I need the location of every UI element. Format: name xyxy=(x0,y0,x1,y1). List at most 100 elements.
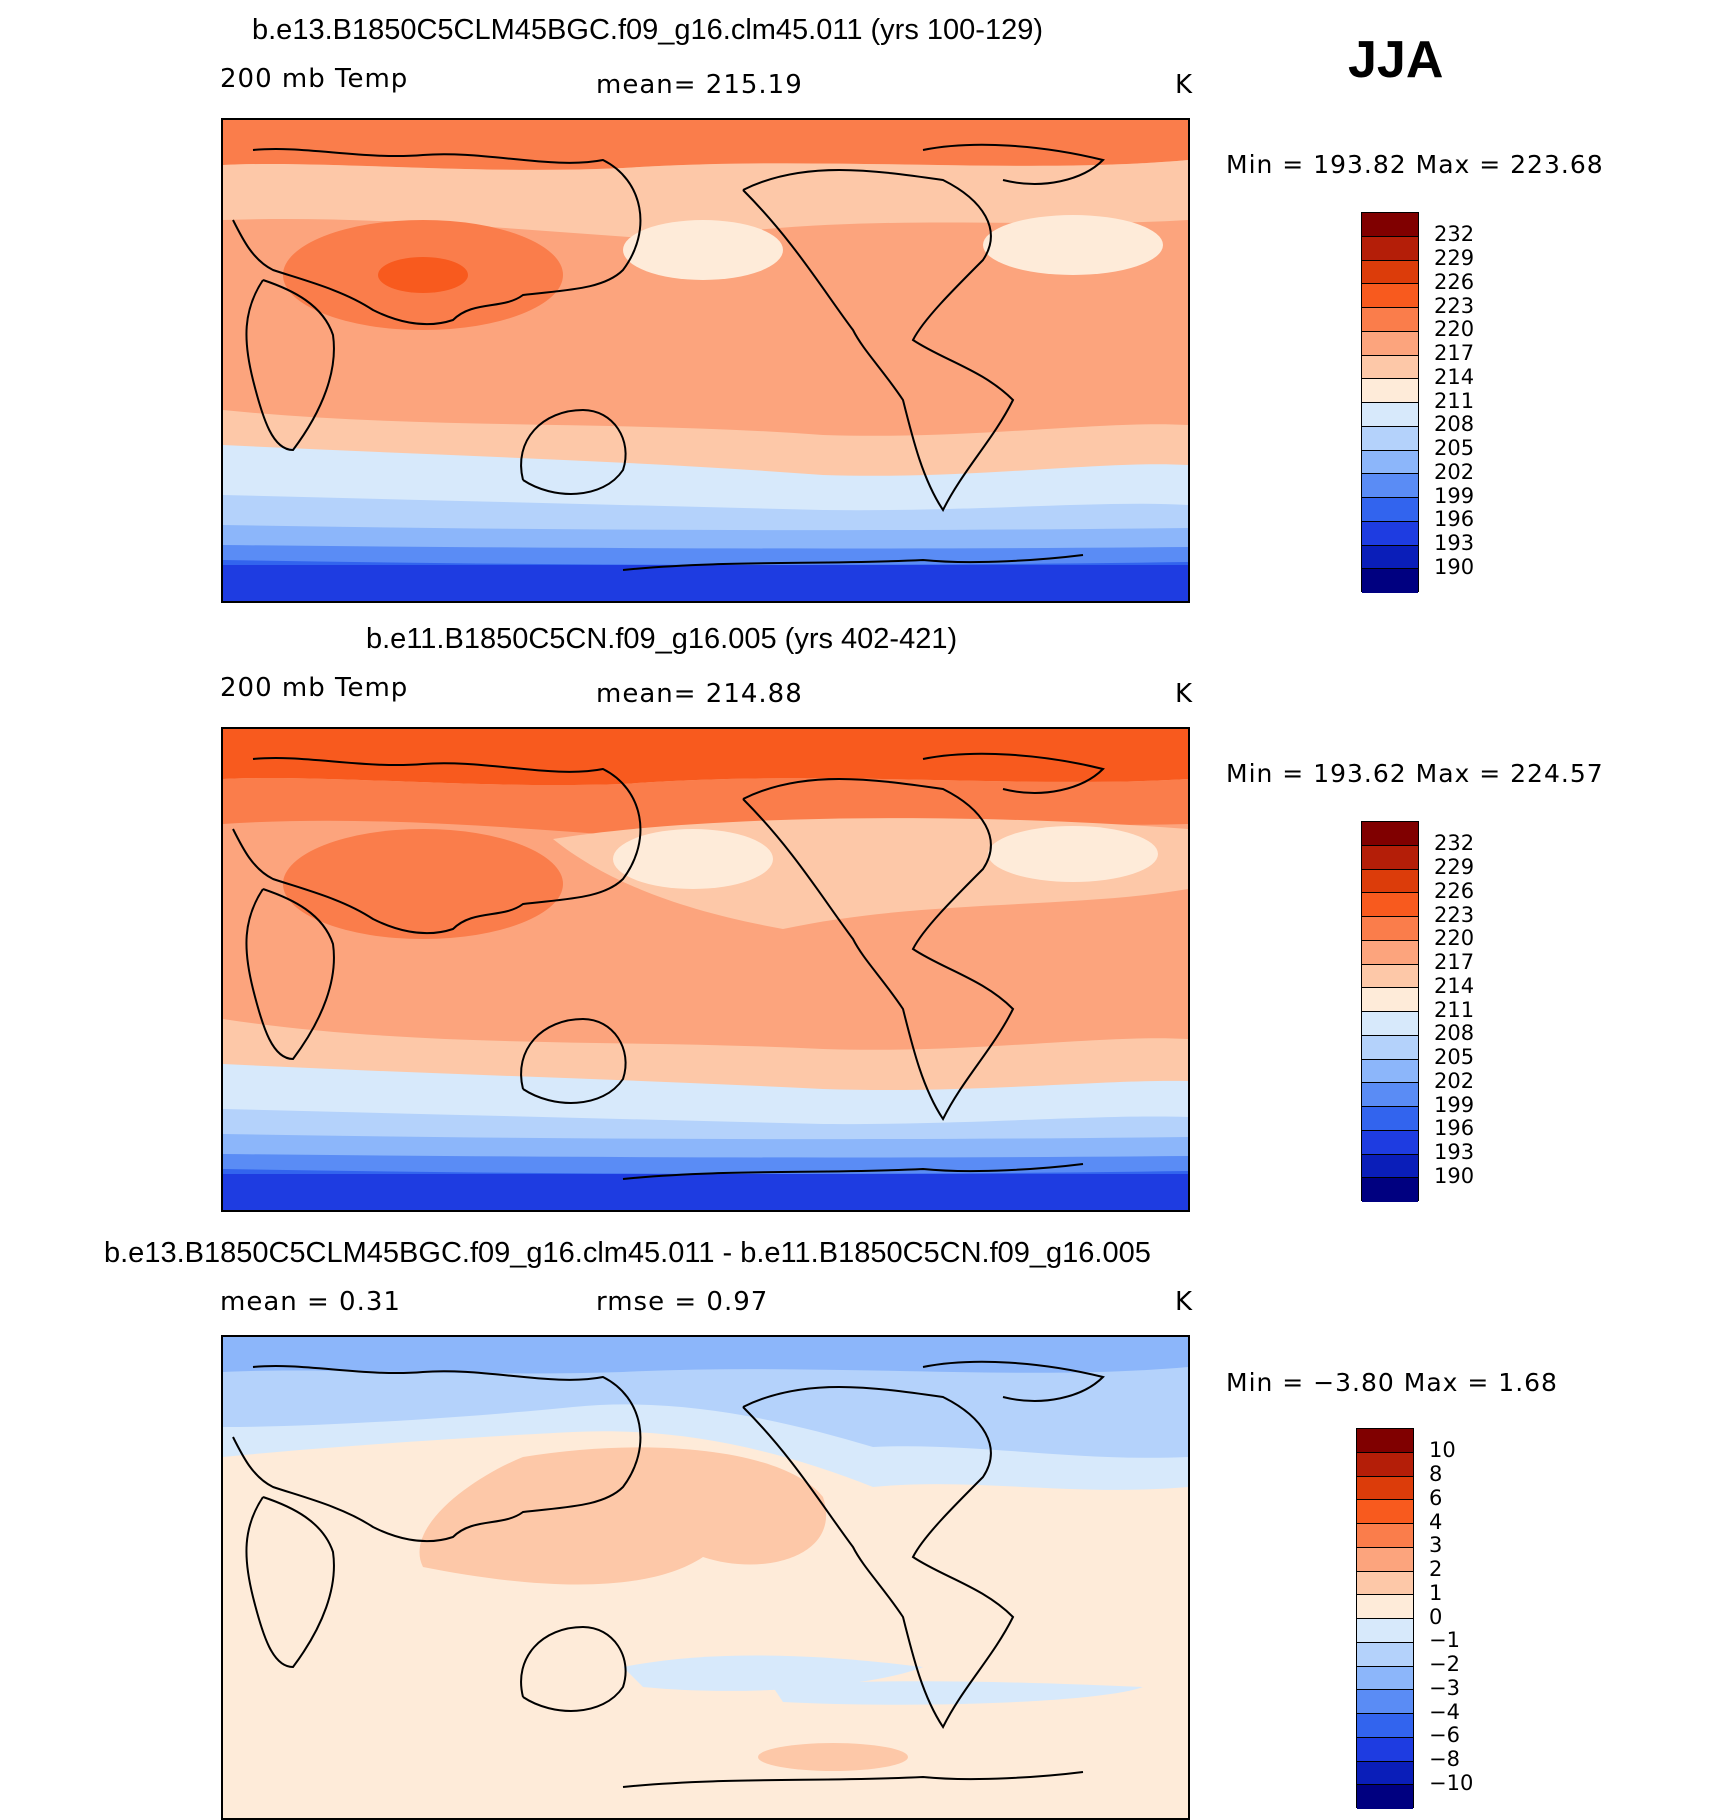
colorbar-swatch xyxy=(1362,940,1418,965)
colorbar-swatch xyxy=(1362,331,1418,356)
panel1-colorbar xyxy=(1361,212,1419,593)
colorbar-tick-label: 211 xyxy=(1434,389,1475,413)
colorbar-tick-label: 223 xyxy=(1434,903,1475,927)
colorbar-tick-label: −2 xyxy=(1429,1652,1460,1676)
panel3-map xyxy=(221,1335,1190,1820)
colorbar-tick-label: −8 xyxy=(1429,1747,1460,1771)
colorbar-tick-label: 232 xyxy=(1434,222,1475,246)
colorbar-tick-label: 211 xyxy=(1434,998,1475,1022)
colorbar-swatch xyxy=(1357,1452,1413,1477)
colorbar-swatch xyxy=(1362,822,1418,846)
colorbar-tick-label: 193 xyxy=(1434,1140,1475,1164)
colorbar-swatch xyxy=(1357,1642,1413,1667)
colorbar-swatch xyxy=(1362,260,1418,285)
colorbar-tick-label: 229 xyxy=(1434,855,1475,879)
colorbar-tick-label: −10 xyxy=(1429,1771,1474,1795)
colorbar-tick-label: 199 xyxy=(1434,484,1475,508)
colorbar-tick-label: 8 xyxy=(1429,1462,1443,1486)
colorbar-swatch xyxy=(1362,1154,1418,1179)
colorbar-tick-label: 214 xyxy=(1434,365,1475,389)
colorbar-swatch xyxy=(1357,1500,1413,1524)
colorbar-swatch xyxy=(1357,1595,1413,1619)
panel2-map xyxy=(221,727,1190,1212)
colorbar-swatch xyxy=(1362,569,1418,593)
colorbar-swatch xyxy=(1362,521,1418,546)
panel1-minmax-label: Min = 193.82 Max = 223.68 xyxy=(1226,150,1604,179)
colorbar-swatch xyxy=(1357,1524,1413,1548)
colorbar-tick-label: 220 xyxy=(1434,926,1475,950)
colorbar-swatch xyxy=(1362,1130,1418,1155)
colorbar-swatch xyxy=(1362,450,1418,475)
colorbar-tick-label: −3 xyxy=(1429,1676,1460,1700)
colorbar-tick-label: 205 xyxy=(1434,436,1475,460)
panel1-title: b.e13.B1850C5CLM45BGC.f09_g16.clm45.011 … xyxy=(252,14,1043,46)
panel3-title: b.e13.B1850C5CLM45BGC.f09_g16.clm45.011 … xyxy=(104,1237,1151,1269)
colorbar-swatch xyxy=(1362,1059,1418,1084)
panel1-mean-label: mean= 215.19 xyxy=(596,70,803,100)
panel2-title: b.e11.B1850C5CN.f09_g16.005 (yrs 402-421… xyxy=(366,623,958,655)
colorbar-tick-label: 232 xyxy=(1434,831,1475,855)
colorbar-tick-label: 190 xyxy=(1434,555,1475,579)
colorbar-tick-label: 202 xyxy=(1434,1069,1475,1093)
colorbar-tick-label: 223 xyxy=(1434,294,1475,318)
colorbar-tick-label: 217 xyxy=(1434,341,1475,365)
colorbar-tick-label: 10 xyxy=(1429,1438,1456,1462)
panel2-minmax-label: Min = 193.62 Max = 224.57 xyxy=(1226,759,1604,788)
colorbar-tick-label: 208 xyxy=(1434,1021,1475,1045)
colorbar-swatch xyxy=(1357,1785,1413,1809)
colorbar-tick-label: 226 xyxy=(1434,270,1475,294)
colorbar-swatch xyxy=(1362,308,1418,332)
colorbar-tick-label: 196 xyxy=(1434,507,1475,531)
panel1-variable-label: 200 mb Temp xyxy=(220,64,409,94)
colorbar-tick-label: 199 xyxy=(1434,1093,1475,1117)
colorbar-tick-label: 205 xyxy=(1434,1045,1475,1069)
colorbar-swatch xyxy=(1362,236,1418,261)
panel1-map xyxy=(221,118,1190,603)
colorbar-swatch xyxy=(1362,1107,1418,1131)
colorbar-swatch xyxy=(1362,1083,1418,1107)
colorbar-tick-label: 229 xyxy=(1434,246,1475,270)
colorbar-swatch xyxy=(1357,1666,1413,1691)
colorbar-tick-label: 6 xyxy=(1429,1486,1443,1510)
panel2-mean-label: mean= 214.88 xyxy=(596,679,803,709)
colorbar-swatch xyxy=(1362,498,1418,522)
colorbar-swatch xyxy=(1362,1178,1418,1202)
colorbar-swatch xyxy=(1357,1737,1413,1762)
panel2-variable-label: 200 mb Temp xyxy=(220,673,409,703)
colorbar-tick-label: 0 xyxy=(1429,1605,1443,1629)
colorbar-swatch xyxy=(1362,893,1418,917)
colorbar-swatch xyxy=(1362,845,1418,870)
colorbar-tick-label: −4 xyxy=(1429,1700,1460,1724)
panel2-units-label: K xyxy=(1175,679,1194,709)
colorbar-swatch xyxy=(1362,988,1418,1012)
colorbar-tick-label: −1 xyxy=(1429,1628,1460,1652)
colorbar-swatch xyxy=(1362,474,1418,498)
season-label: JJA xyxy=(1348,31,1444,89)
colorbar-tick-label: 220 xyxy=(1434,317,1475,341)
colorbar-tick-label: 4 xyxy=(1429,1510,1443,1534)
colorbar-tick-label: 196 xyxy=(1434,1116,1475,1140)
colorbar-swatch xyxy=(1357,1476,1413,1501)
panel3-rmse-label: rmse = 0.97 xyxy=(596,1287,769,1317)
colorbar-swatch xyxy=(1362,355,1418,380)
colorbar-swatch xyxy=(1362,869,1418,894)
colorbar-swatch xyxy=(1357,1714,1413,1738)
colorbar-tick-label: 208 xyxy=(1434,412,1475,436)
colorbar-tick-label: 217 xyxy=(1434,950,1475,974)
colorbar-tick-label: 3 xyxy=(1429,1533,1443,1557)
panel2-colorbar xyxy=(1361,821,1419,1202)
colorbar-swatch xyxy=(1357,1571,1413,1596)
panel3-units-label: K xyxy=(1175,1287,1194,1317)
panel3-colorbar xyxy=(1356,1428,1414,1809)
colorbar-swatch xyxy=(1357,1690,1413,1714)
colorbar-tick-label: 190 xyxy=(1434,1164,1475,1188)
colorbar-tick-label: 226 xyxy=(1434,879,1475,903)
colorbar-swatch xyxy=(1362,545,1418,570)
colorbar-swatch xyxy=(1362,917,1418,941)
colorbar-tick-label: 214 xyxy=(1434,974,1475,998)
colorbar-swatch xyxy=(1362,426,1418,451)
colorbar-swatch xyxy=(1362,379,1418,403)
colorbar-tick-label: 1 xyxy=(1429,1581,1443,1605)
panel1-units-label: K xyxy=(1175,70,1194,100)
colorbar-swatch xyxy=(1362,1035,1418,1060)
